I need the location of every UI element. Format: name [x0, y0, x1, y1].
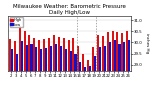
- Bar: [114, 40, 116, 71]
- Bar: [31, 44, 32, 71]
- Bar: [75, 54, 76, 71]
- Bar: [121, 33, 123, 71]
- Bar: [68, 40, 70, 71]
- Bar: [87, 60, 89, 71]
- Bar: [14, 41, 16, 71]
- Title: Milwaukee Weather: Barometric Pressure
Daily High/Low: Milwaukee Weather: Barometric Pressure D…: [13, 4, 126, 15]
- Y-axis label: inches Hg: inches Hg: [145, 33, 149, 54]
- Bar: [21, 41, 23, 71]
- Bar: [128, 40, 130, 71]
- Bar: [65, 49, 67, 71]
- Bar: [104, 46, 106, 71]
- Bar: [102, 36, 104, 71]
- Bar: [50, 46, 52, 71]
- Bar: [40, 49, 42, 71]
- Bar: [126, 31, 128, 71]
- Bar: [94, 56, 96, 71]
- Bar: [82, 54, 84, 71]
- Bar: [38, 40, 40, 71]
- Bar: [24, 31, 26, 71]
- Bar: [79, 62, 81, 71]
- Bar: [92, 47, 94, 71]
- Bar: [33, 38, 35, 71]
- Bar: [89, 66, 91, 71]
- Bar: [119, 44, 120, 71]
- Bar: [70, 51, 72, 71]
- Bar: [109, 42, 111, 71]
- Bar: [35, 47, 37, 71]
- Bar: [48, 38, 50, 71]
- Bar: [99, 47, 101, 71]
- Bar: [45, 48, 47, 71]
- Bar: [11, 49, 13, 71]
- Bar: [55, 44, 57, 71]
- Bar: [26, 45, 28, 71]
- Bar: [116, 32, 119, 71]
- Bar: [16, 54, 18, 71]
- Bar: [123, 42, 125, 71]
- Bar: [84, 67, 86, 71]
- Bar: [53, 35, 55, 71]
- Bar: [9, 39, 11, 71]
- Bar: [60, 46, 62, 71]
- Bar: [58, 37, 60, 71]
- Bar: [19, 26, 21, 71]
- Bar: [43, 39, 45, 71]
- Bar: [28, 35, 31, 71]
- Bar: [112, 31, 114, 71]
- Bar: [97, 35, 99, 71]
- Bar: [63, 38, 65, 71]
- Bar: [77, 46, 79, 71]
- Legend: High, Low: High, Low: [10, 17, 23, 27]
- Bar: [107, 32, 109, 71]
- Bar: [72, 38, 75, 71]
